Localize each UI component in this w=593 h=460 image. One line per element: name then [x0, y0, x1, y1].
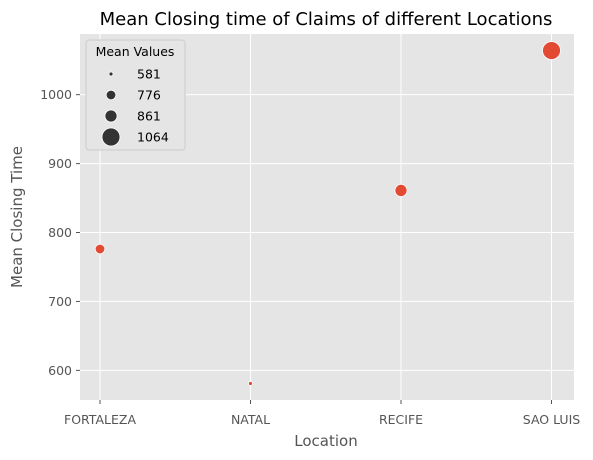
legend-label: 1064 — [137, 130, 169, 145]
x-tick-label: FORTALEZA — [64, 412, 136, 427]
legend-marker — [104, 109, 118, 123]
legend-title: Mean Values — [96, 44, 175, 59]
data-point — [394, 184, 408, 197]
data-point — [248, 381, 253, 386]
legend-items: 581 776 861 1064 — [101, 67, 169, 147]
y-tick-label: 700 — [48, 294, 72, 309]
legend-label: 861 — [137, 109, 161, 124]
data-point — [94, 243, 106, 255]
legend-label: 581 — [137, 67, 161, 82]
y-axis-label: Mean Closing Time — [8, 146, 26, 288]
data-points — [94, 41, 561, 386]
chart-title: Mean Closing time of Claims of different… — [100, 9, 553, 30]
x-tick-label: RECIFE — [379, 412, 423, 427]
legend-marker — [105, 89, 117, 101]
y-tick-label: 1000 — [40, 87, 72, 102]
y-tick-labels: 600 700 800 900 1000 — [40, 87, 80, 378]
x-tick-label: NATAL — [231, 412, 270, 427]
legend-marker — [108, 71, 114, 77]
legend-label: 776 — [137, 88, 161, 103]
x-tick-labels: FORTALEZA NATAL RECIFE SAO LUIS — [64, 400, 580, 427]
x-axis-label: Location — [294, 432, 357, 450]
legend: Mean Values 581 776 861 1064 — [85, 39, 186, 151]
y-tick-label: 900 — [48, 156, 72, 171]
y-tick-label: 600 — [48, 363, 72, 378]
x-tick-label: SAO LUIS — [523, 412, 580, 427]
legend-box — [85, 39, 186, 151]
legend-marker — [101, 127, 121, 147]
data-point — [542, 41, 561, 60]
y-tick-label: 800 — [48, 225, 72, 240]
